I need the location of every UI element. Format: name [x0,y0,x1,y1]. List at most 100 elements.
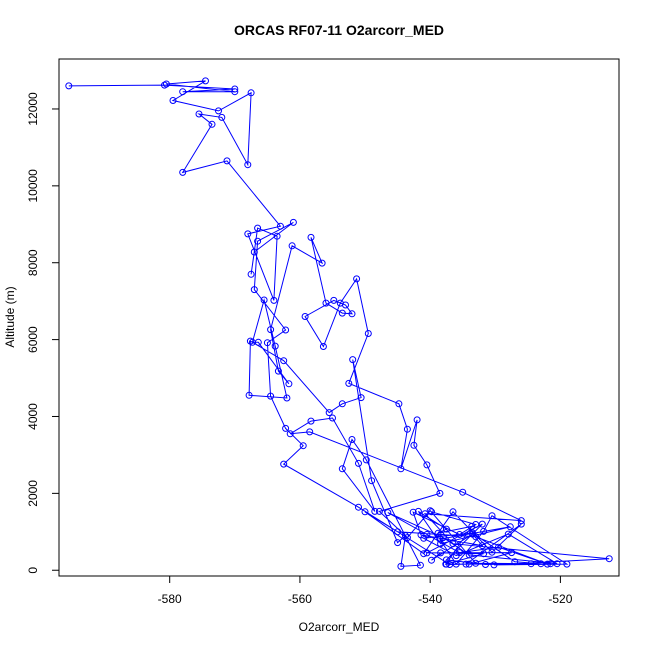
data-point [274,367,282,375]
x-tick-label: -540 [418,592,442,606]
x-tick-label: -520 [548,592,572,606]
data-point [231,88,239,96]
data-point [375,507,383,515]
data-point [537,560,545,568]
data-point [286,430,294,438]
data-point [283,394,291,402]
data-point [270,296,278,304]
y-tick-label: 12000 [26,92,40,126]
data-point [282,424,290,432]
data-point [280,460,288,468]
data-point [338,400,346,408]
data-point [325,409,333,417]
data-point [420,550,428,558]
data-point [527,560,535,568]
data-point [442,560,450,568]
data-point [223,157,231,165]
data-point [349,356,357,364]
data-point [384,509,392,517]
data-point [353,275,361,283]
data-point [301,313,309,320]
x-axis: -580 -560 -540 -520 [158,575,573,606]
y-axis: 0 2000 4000 6000 8000 10000 12000 [26,92,60,574]
data-point [543,560,551,568]
y-tick-label: 2000 [26,480,40,507]
data-point [488,548,496,556]
data-point [348,436,356,443]
data-point [437,540,445,548]
series-line [68,80,610,567]
data-point [244,230,252,238]
data-point [478,520,486,528]
data-point [495,543,502,551]
data-point [449,540,457,548]
data-point [250,286,258,294]
data-point [395,400,403,408]
data-point [307,233,315,241]
data-point [416,561,424,569]
data-point [306,428,314,436]
data-point [401,532,409,540]
data-point [547,560,555,568]
data-point [488,512,496,520]
y-tick-label: 4000 [26,403,40,430]
data-point [285,380,293,388]
data-point [478,542,486,550]
data-point [456,531,463,538]
data-point [409,508,417,516]
data-point [357,394,365,402]
data-point [504,530,512,538]
data-point [250,248,258,256]
data-point [397,465,405,473]
data-point [605,555,613,563]
data-point [218,113,226,121]
data-point [330,296,338,304]
data-point [348,310,356,318]
chart-title: ORCAS RF07-11 O2arcorr_MED [234,22,444,38]
series-layer [65,77,613,570]
data-point [307,417,315,425]
data-point [271,342,279,350]
data-point [462,560,470,568]
data-point [299,442,307,450]
data-point [490,561,498,569]
data-point [179,168,187,176]
data-point [276,222,284,230]
data-point [428,508,435,516]
data-point [247,89,255,97]
data-point [452,552,460,560]
data-point [423,461,431,469]
data-point [342,301,349,309]
data-point [329,414,336,422]
data-point [267,326,275,334]
data-point [345,379,353,387]
data-point [322,299,330,307]
data-point [465,560,473,568]
data-point [506,523,514,531]
data-point [245,391,253,399]
data-point [244,161,252,169]
data-point [231,85,239,93]
data-point [482,561,489,568]
data-point [260,296,268,304]
data-point [368,477,376,485]
data-point [434,529,442,537]
data-point [423,549,431,557]
data-point [215,107,222,115]
data-point [511,558,519,566]
data-point [288,242,296,250]
data-point [563,560,571,568]
data-point [169,97,177,104]
data-point [472,559,480,567]
data-point [362,456,370,464]
data-point [413,416,421,424]
data-point [397,562,405,570]
data-point [280,357,288,365]
data-point [338,465,346,473]
data-point [263,339,271,347]
data-point [254,224,262,232]
data-point [426,507,434,515]
data-point [480,550,488,558]
